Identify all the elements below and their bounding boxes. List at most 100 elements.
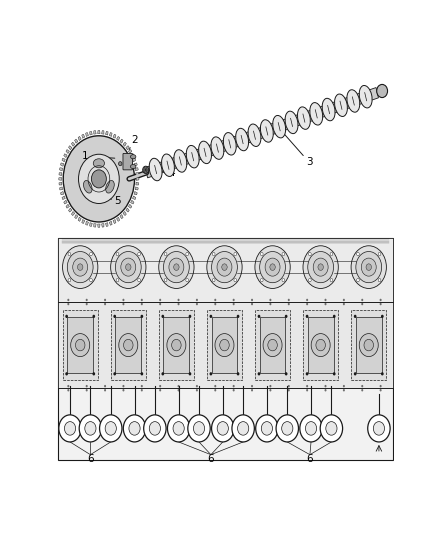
- Circle shape: [373, 422, 385, 435]
- Circle shape: [113, 314, 116, 318]
- Circle shape: [144, 415, 166, 442]
- Circle shape: [282, 253, 285, 256]
- Polygon shape: [78, 136, 81, 141]
- Text: 2: 2: [129, 135, 138, 150]
- Circle shape: [121, 258, 136, 276]
- Circle shape: [320, 415, 343, 442]
- Polygon shape: [68, 146, 72, 150]
- Circle shape: [261, 253, 263, 256]
- Ellipse shape: [322, 98, 335, 121]
- Circle shape: [288, 385, 290, 387]
- Ellipse shape: [149, 158, 162, 181]
- Bar: [111, 310, 146, 380]
- Circle shape: [209, 372, 212, 375]
- Ellipse shape: [186, 146, 199, 168]
- Ellipse shape: [377, 84, 388, 98]
- Polygon shape: [117, 136, 120, 141]
- Ellipse shape: [285, 111, 298, 134]
- Circle shape: [233, 303, 235, 305]
- Bar: [58, 302, 392, 388]
- Circle shape: [63, 136, 134, 222]
- Polygon shape: [128, 150, 132, 154]
- Circle shape: [104, 303, 106, 305]
- Circle shape: [234, 279, 237, 282]
- Circle shape: [325, 303, 327, 305]
- Circle shape: [65, 372, 68, 375]
- Circle shape: [162, 372, 164, 375]
- Circle shape: [330, 253, 333, 256]
- Circle shape: [163, 252, 189, 282]
- Circle shape: [380, 385, 381, 387]
- Ellipse shape: [310, 102, 323, 125]
- Circle shape: [159, 389, 161, 391]
- Circle shape: [122, 303, 124, 305]
- Circle shape: [116, 279, 119, 282]
- Text: 6: 6: [208, 454, 214, 464]
- Circle shape: [330, 279, 333, 282]
- Circle shape: [361, 258, 376, 276]
- Circle shape: [311, 334, 330, 357]
- Circle shape: [260, 252, 286, 282]
- Circle shape: [67, 389, 69, 391]
- Polygon shape: [74, 139, 78, 143]
- Circle shape: [270, 264, 275, 270]
- Circle shape: [212, 279, 215, 282]
- Circle shape: [269, 389, 272, 391]
- Circle shape: [188, 415, 210, 442]
- Text: 4: 4: [149, 168, 175, 177]
- Ellipse shape: [174, 150, 187, 172]
- Circle shape: [269, 303, 272, 305]
- Circle shape: [189, 314, 191, 318]
- Polygon shape: [120, 139, 123, 143]
- Circle shape: [124, 415, 146, 442]
- Circle shape: [65, 314, 68, 318]
- Circle shape: [68, 253, 71, 256]
- Circle shape: [159, 246, 194, 288]
- Circle shape: [68, 279, 71, 282]
- Polygon shape: [98, 224, 100, 227]
- Polygon shape: [106, 131, 108, 135]
- Text: 3: 3: [284, 134, 313, 167]
- Circle shape: [308, 253, 311, 256]
- Circle shape: [333, 372, 336, 375]
- Bar: [115, 317, 141, 373]
- Circle shape: [92, 372, 95, 375]
- Circle shape: [268, 340, 277, 351]
- Circle shape: [167, 334, 186, 357]
- Polygon shape: [59, 177, 62, 180]
- Circle shape: [308, 252, 334, 282]
- Circle shape: [237, 314, 240, 318]
- Circle shape: [138, 253, 141, 256]
- Polygon shape: [110, 221, 112, 225]
- Circle shape: [354, 314, 357, 318]
- Bar: [159, 310, 194, 380]
- Circle shape: [141, 372, 143, 375]
- Circle shape: [63, 246, 98, 288]
- Polygon shape: [126, 208, 129, 212]
- Circle shape: [141, 385, 143, 387]
- Circle shape: [380, 298, 381, 301]
- Polygon shape: [60, 191, 64, 195]
- Polygon shape: [66, 204, 69, 208]
- Polygon shape: [94, 224, 96, 227]
- Polygon shape: [82, 134, 85, 138]
- Circle shape: [306, 303, 308, 305]
- Circle shape: [177, 298, 180, 301]
- Circle shape: [255, 246, 290, 288]
- Circle shape: [67, 385, 69, 387]
- Circle shape: [354, 372, 357, 375]
- Circle shape: [129, 422, 140, 435]
- Circle shape: [361, 385, 363, 387]
- Circle shape: [251, 303, 253, 305]
- Circle shape: [343, 303, 345, 305]
- Ellipse shape: [223, 133, 236, 155]
- Bar: [308, 317, 334, 373]
- Circle shape: [164, 279, 167, 282]
- Circle shape: [318, 264, 323, 270]
- Circle shape: [122, 298, 124, 301]
- Circle shape: [265, 258, 280, 276]
- Circle shape: [361, 389, 363, 391]
- Bar: [351, 310, 386, 380]
- Polygon shape: [128, 204, 132, 208]
- Circle shape: [359, 334, 378, 357]
